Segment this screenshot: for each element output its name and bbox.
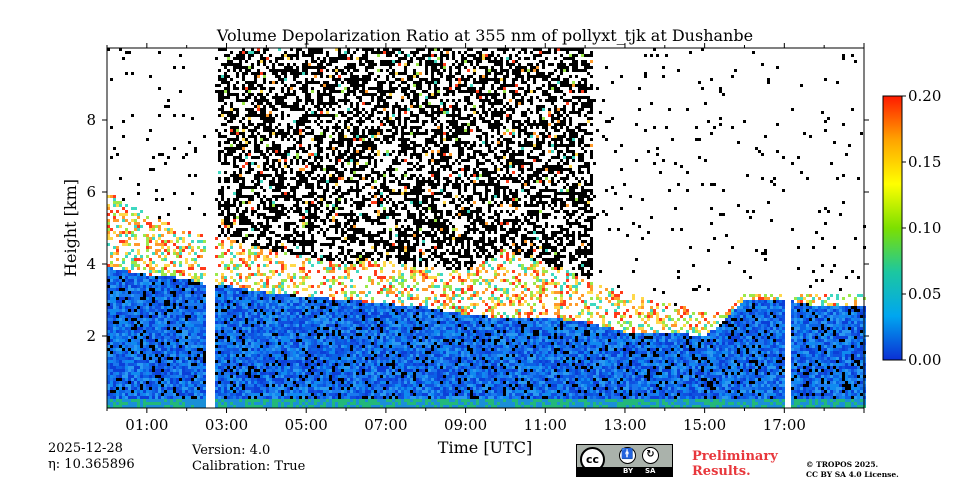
license-line1: © TROPOS 2025.: [806, 460, 879, 469]
x-tick-label: 13:00: [603, 416, 646, 434]
plot-frame: [106, 47, 865, 409]
eta-text: η: 10.365896: [48, 457, 135, 472]
colorbar-tick-label: 0.00: [908, 351, 941, 369]
y-tick-label: 8: [86, 111, 96, 129]
x-tick-label: 15:00: [683, 416, 726, 434]
preliminary-line2: Results.: [692, 464, 751, 479]
footer-version: Version: 4.0 Calibration: True: [192, 443, 305, 475]
x-tick-label: 01:00: [125, 416, 168, 434]
cc-license-badge: cc 🚹 ↻ BY SA: [576, 444, 673, 477]
by-attribution-icon: 🚹: [619, 447, 636, 464]
colorbar-tick-label: 0.05: [908, 285, 941, 303]
license-notice: © TROPOS 2025. CC BY SA 4.0 License.: [806, 460, 899, 480]
cc-badge-bar: [577, 467, 672, 476]
colorbar-tick-label: 0.15: [908, 153, 941, 171]
x-tick-label: 07:00: [364, 416, 407, 434]
x-tick-label: 03:00: [205, 416, 248, 434]
x-axis-label: Time [UTC]: [438, 438, 532, 457]
x-tick-label: 09:00: [444, 416, 487, 434]
calibration-text: Calibration: True: [192, 459, 306, 474]
colorbar: [882, 95, 903, 361]
y-tick-label: 6: [86, 183, 96, 201]
by-label: BY: [623, 467, 634, 475]
preliminary-line1: Preliminary: [692, 449, 778, 464]
y-axis-label: Height [km]: [61, 179, 80, 277]
footer-date: 2025-12-28 η: 10.365896: [48, 441, 135, 473]
heatmap-area: [107, 48, 866, 408]
sharealike-icon: ↻: [642, 447, 659, 464]
y-tick-label: 2: [86, 327, 96, 345]
version-text: Version: 4.0: [192, 443, 271, 458]
preliminary-notice: Preliminary Results.: [692, 449, 778, 479]
colorbar-tick-label: 0.20: [908, 87, 941, 105]
date-text: 2025-12-28: [48, 441, 123, 456]
sa-label: SA: [645, 467, 656, 475]
x-tick-label: 17:00: [763, 416, 806, 434]
chart-title: Volume Depolarization Ratio at 355 nm of…: [216, 26, 753, 45]
x-tick-label: 11:00: [524, 416, 567, 434]
colorbar-tick-label: 0.10: [908, 219, 941, 237]
y-tick-label: 4: [86, 255, 96, 273]
license-line2: CC BY SA 4.0 License.: [806, 470, 899, 479]
x-tick-label: 05:00: [285, 416, 328, 434]
